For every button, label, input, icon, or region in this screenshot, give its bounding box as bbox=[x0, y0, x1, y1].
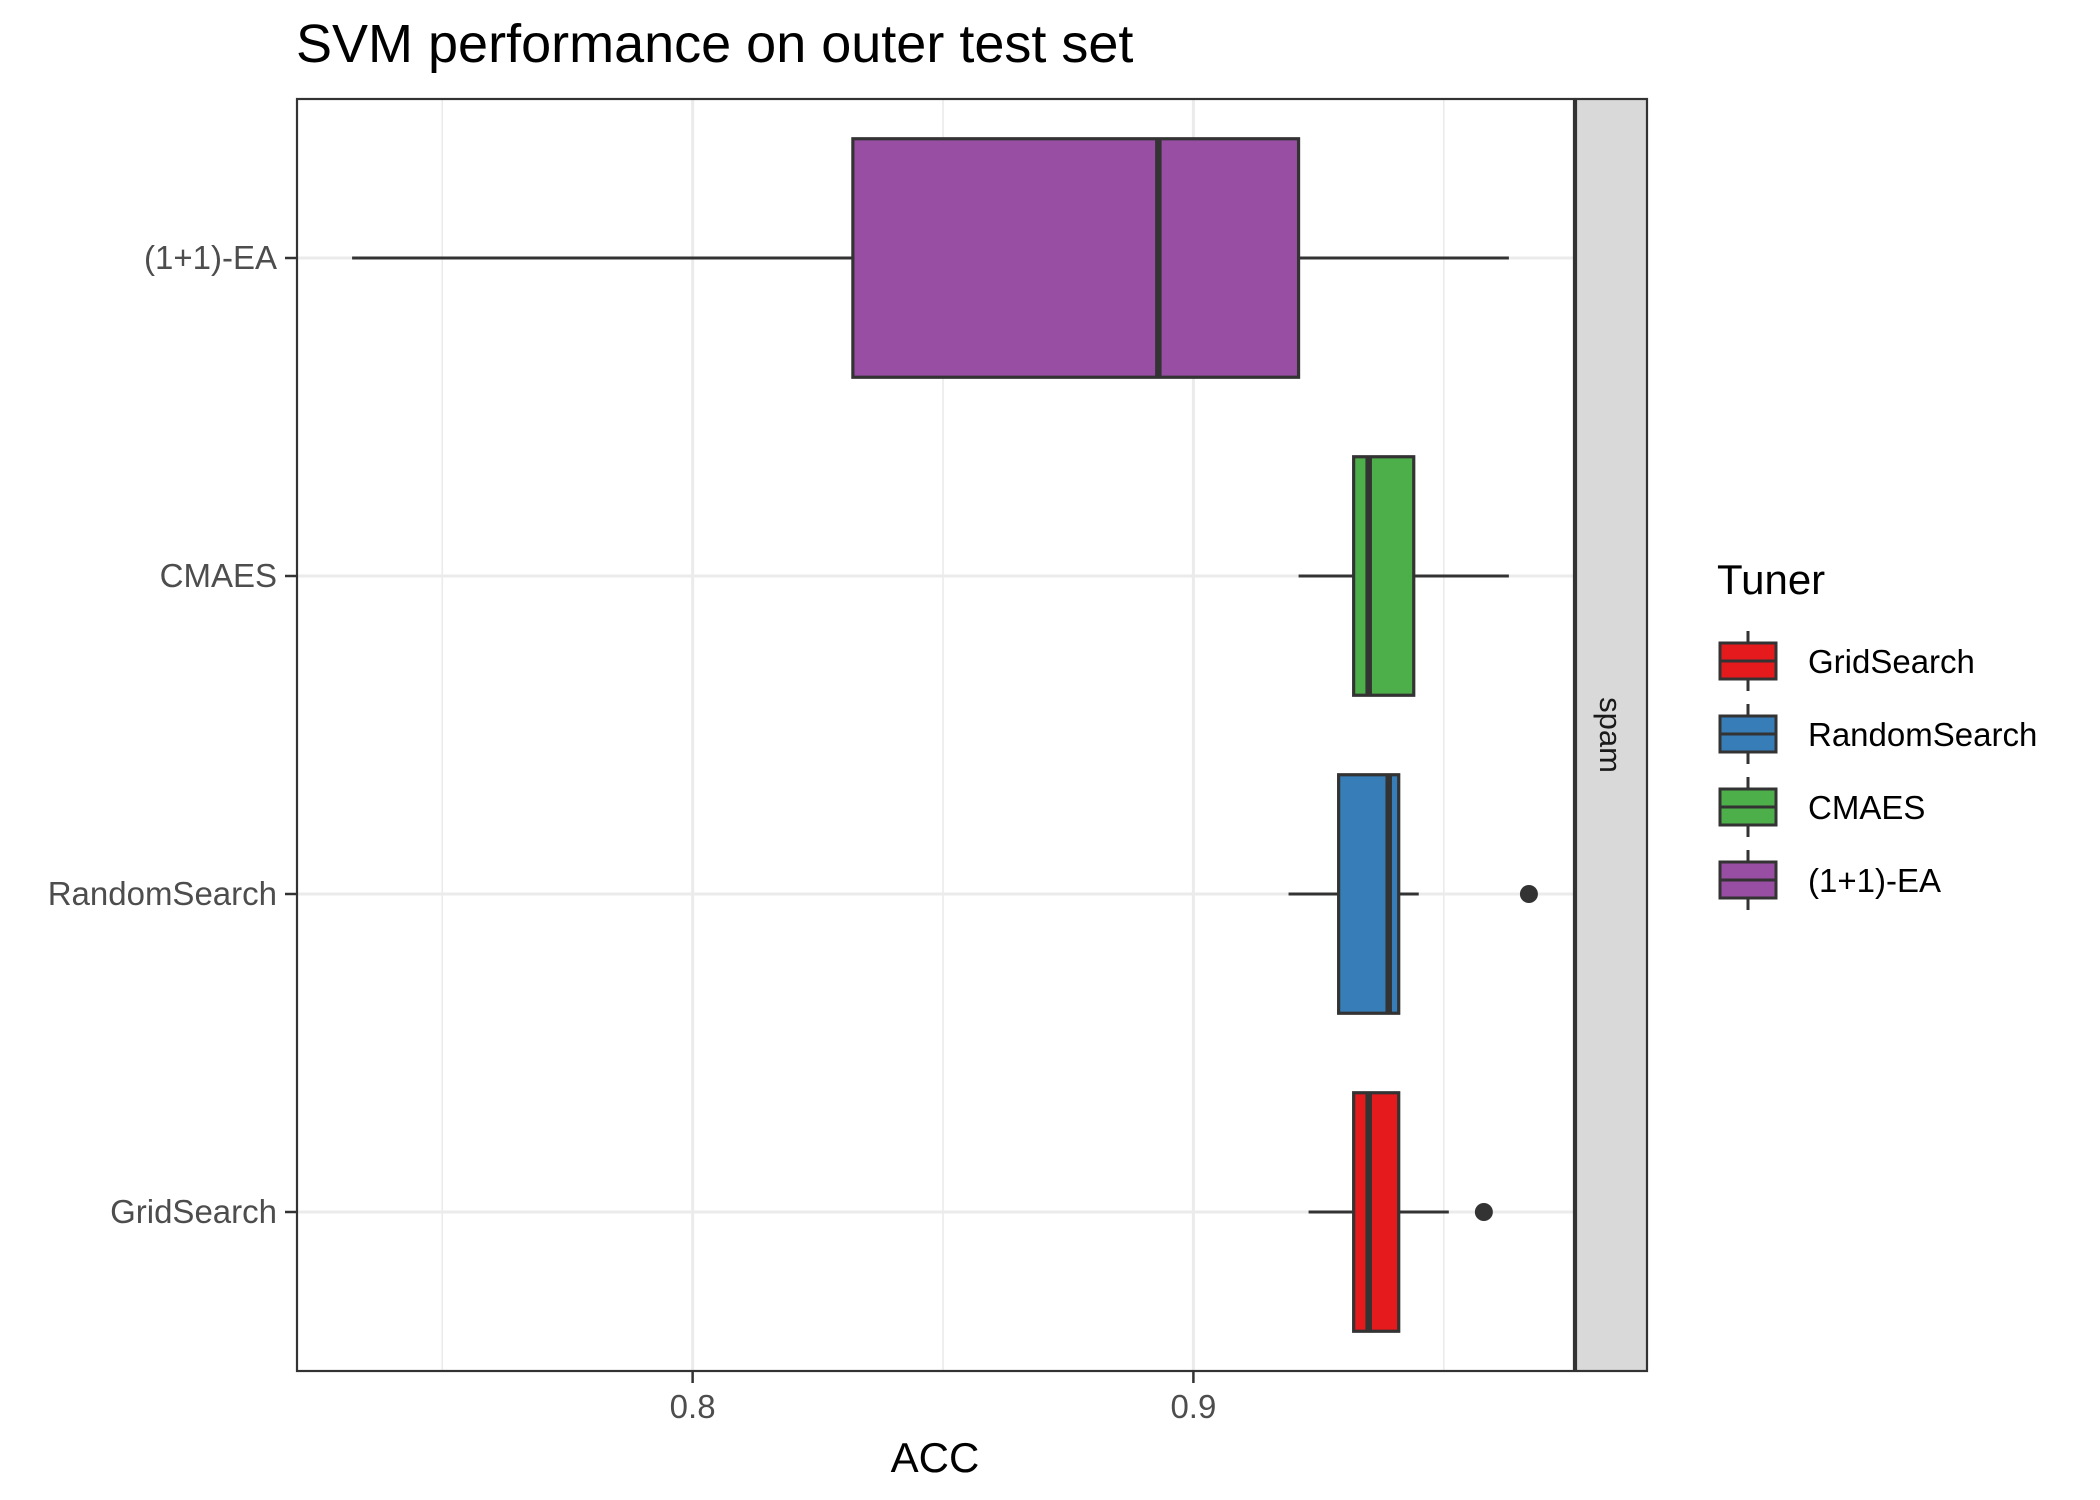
box-iqr bbox=[851, 137, 1301, 379]
legend-label: (1+1)-EA bbox=[1808, 862, 1941, 899]
facet-strip-label: spam bbox=[1593, 697, 1628, 773]
box-gridsearch bbox=[1308, 1091, 1493, 1333]
chart-title: SVM performance on outer test set bbox=[296, 14, 1133, 74]
y-tick-label: RandomSearch bbox=[48, 875, 277, 912]
box-layer bbox=[352, 137, 1538, 1333]
legend-item: GridSearch bbox=[1718, 631, 1975, 691]
legend-item: CMAES bbox=[1718, 777, 1925, 837]
plot-panel-border bbox=[295, 97, 1576, 1373]
box-randomsearch bbox=[1288, 773, 1538, 1015]
x-axis: 0.8 0.9 bbox=[670, 1371, 1216, 1425]
legend-item: (1+1)-EA bbox=[1718, 850, 1941, 910]
box--1-1-ea bbox=[352, 137, 1509, 379]
y-axis: (1+1)-EA CMAES RandomSearch GridSearch bbox=[48, 239, 297, 1230]
box-cmaes bbox=[1298, 455, 1509, 697]
facet-strip bbox=[1574, 97, 1649, 1373]
legend: Tuner GridSearch RandomSearch CMAES (1+1)-E… bbox=[1717, 556, 2037, 910]
y-tick-label: (1+1)-EA bbox=[144, 239, 277, 276]
y-tick-label: GridSearch bbox=[110, 1193, 277, 1230]
legend-label: RandomSearch bbox=[1808, 716, 2037, 753]
legend-title: Tuner bbox=[1717, 556, 1825, 603]
box-iqr bbox=[1352, 1091, 1401, 1333]
legend-label: GridSearch bbox=[1808, 643, 1975, 680]
outlier-point bbox=[1519, 885, 1538, 903]
x-tick-label: 0.8 bbox=[670, 1388, 716, 1425]
box-iqr bbox=[1352, 455, 1416, 697]
x-tick-label: 0.9 bbox=[1170, 1388, 1216, 1425]
legend-item: RandomSearch bbox=[1718, 704, 2037, 764]
legend-label: CMAES bbox=[1808, 789, 1925, 826]
x-axis-title: ACC bbox=[891, 1434, 980, 1481]
y-tick-label: CMAES bbox=[160, 557, 277, 594]
outlier-point bbox=[1474, 1203, 1493, 1221]
